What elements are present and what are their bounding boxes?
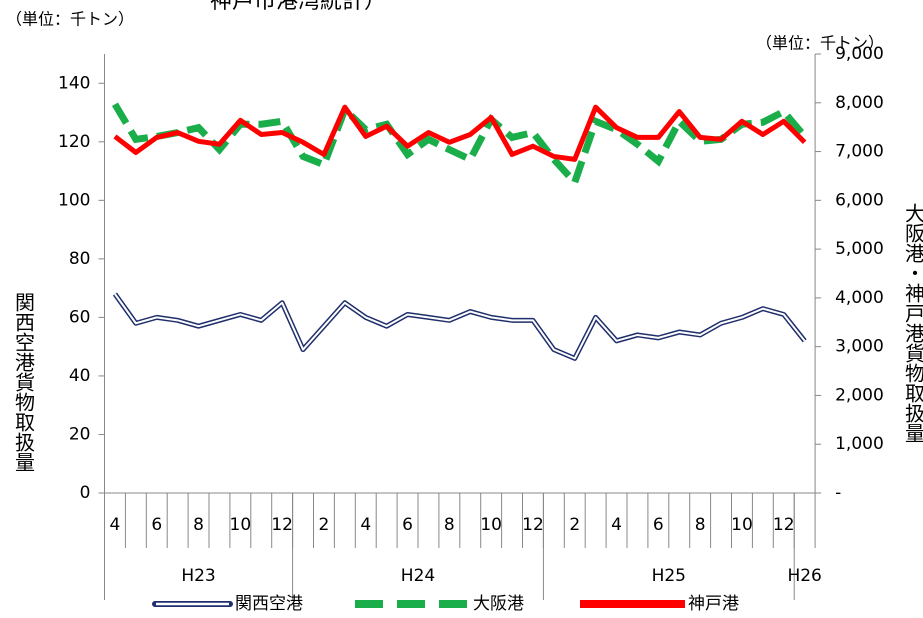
unit-right: （単位：千トン） <box>756 34 884 53</box>
y2-tick-label: 9,000 <box>835 44 884 64</box>
group-label: H26 <box>787 566 821 586</box>
y2-tick-label: 8,000 <box>835 93 884 113</box>
x-tick-label: 6 <box>402 515 413 535</box>
series-line <box>113 104 807 162</box>
y-tick-label: 40 <box>69 366 91 386</box>
x-tick-label: 8 <box>193 515 204 535</box>
series-line <box>111 102 808 190</box>
legend-label: 大阪港 <box>473 594 524 614</box>
x-tick-label: 4 <box>110 515 121 535</box>
x-tick-label: 4 <box>611 515 622 535</box>
unit-left: （単位：千トン） <box>6 10 134 29</box>
x-tick-label: 12 <box>773 515 795 535</box>
y-tick-label: 100 <box>58 190 90 210</box>
y-tick-label: 60 <box>69 307 91 327</box>
x-tick-label: 2 <box>569 515 580 535</box>
x-tick-label: 10 <box>230 515 252 535</box>
x-tick-label: 2 <box>319 515 330 535</box>
legend-label: 神戸港 <box>688 594 739 614</box>
group-label: H23 <box>181 566 215 586</box>
y2-tick-label: 2,000 <box>835 385 884 405</box>
x-tick-label: 8 <box>444 515 455 535</box>
series-line <box>112 292 807 361</box>
y2-tick-label: - <box>835 483 841 503</box>
group-label: H24 <box>401 566 435 586</box>
y-axis-title: 関西空港貨物取扱量 <box>12 292 36 472</box>
x-tick-label: 12 <box>522 515 544 535</box>
y-tick-label: 80 <box>69 249 91 269</box>
y-tick-label: 0 <box>80 483 91 503</box>
group-label: H25 <box>652 566 686 586</box>
y2-tick-label: 7,000 <box>835 142 884 162</box>
y2-tick-label: 4,000 <box>835 288 884 308</box>
y-tick-label: 120 <box>58 132 90 152</box>
y2-tick-label: 6,000 <box>835 190 884 210</box>
y-tick-label: 140 <box>58 73 90 93</box>
x-tick-label: 8 <box>695 515 706 535</box>
x-tick-label: 4 <box>360 515 371 535</box>
y2-tick-label: 3,000 <box>835 337 884 357</box>
y2-axis-title: 大阪港・神戸港貨物取扱量 <box>902 203 923 443</box>
x-tick-label: 6 <box>653 515 664 535</box>
legend-label: 関西空港 <box>235 594 303 614</box>
x-tick-label: 12 <box>271 515 293 535</box>
x-tick-label: 10 <box>480 515 502 535</box>
series-line-inner <box>114 293 806 360</box>
y2-tick-label: 5,000 <box>835 239 884 259</box>
y2-tick-label: 1,000 <box>835 434 884 454</box>
chart-title: 神戸市港湾統計） <box>210 0 386 14</box>
x-tick-label: 6 <box>151 515 162 535</box>
y-tick-label: 20 <box>69 424 91 444</box>
x-tick-label: 10 <box>731 515 753 535</box>
